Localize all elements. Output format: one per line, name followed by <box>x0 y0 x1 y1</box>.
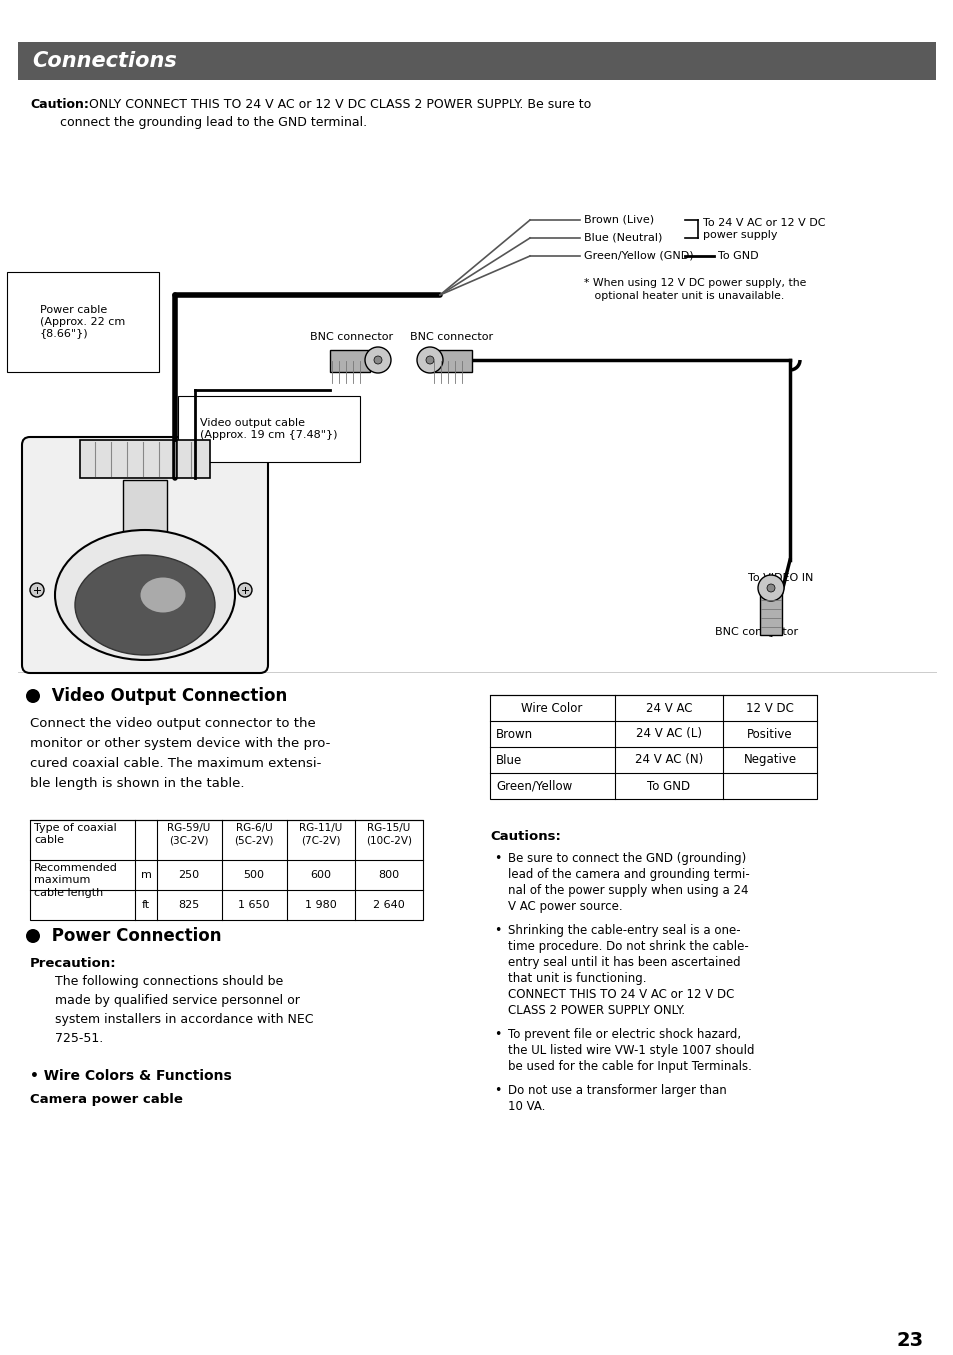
Text: nal of the power supply when using a 24: nal of the power supply when using a 24 <box>507 883 748 897</box>
Circle shape <box>237 583 252 598</box>
Text: system installers in accordance with NEC: system installers in accordance with NEC <box>55 1014 314 1026</box>
Text: 2 640: 2 640 <box>373 900 404 911</box>
Text: 800: 800 <box>378 870 399 879</box>
Bar <box>760 585 781 635</box>
Text: 1 980: 1 980 <box>305 900 336 911</box>
Text: • Wire Colors & Functions: • Wire Colors & Functions <box>30 1069 232 1083</box>
Text: To GND: To GND <box>718 251 758 262</box>
Text: ft: ft <box>142 900 150 911</box>
Ellipse shape <box>55 530 234 660</box>
Text: cured coaxial cable. The maximum extensi-: cured coaxial cable. The maximum extensi… <box>30 757 321 770</box>
Text: Recommended
maximum
cable length: Recommended maximum cable length <box>34 863 118 898</box>
Text: 1 650: 1 650 <box>238 900 270 911</box>
Text: Blue: Blue <box>496 753 521 767</box>
Circle shape <box>374 356 381 364</box>
Text: To GND: To GND <box>647 779 690 793</box>
Text: V AC power source.: V AC power source. <box>507 900 622 913</box>
Text: RG-59/U
(3C-2V): RG-59/U (3C-2V) <box>167 822 211 846</box>
Circle shape <box>26 930 40 943</box>
Text: CLASS 2 POWER SUPPLY ONLY.: CLASS 2 POWER SUPPLY ONLY. <box>507 1004 684 1018</box>
Text: 250: 250 <box>178 870 199 879</box>
Ellipse shape <box>140 577 185 612</box>
Text: BNC connector: BNC connector <box>310 332 394 341</box>
Text: To prevent file or electric shock hazard,: To prevent file or electric shock hazard… <box>507 1028 740 1041</box>
Text: Green/Yellow (GND): Green/Yellow (GND) <box>583 251 693 262</box>
Text: Connect the video output connector to the: Connect the video output connector to th… <box>30 717 315 730</box>
Text: To VIDEO IN: To VIDEO IN <box>747 573 813 583</box>
Circle shape <box>426 356 434 364</box>
Text: 10 VA.: 10 VA. <box>507 1100 545 1112</box>
Text: •: • <box>494 852 501 864</box>
Text: 24 V AC (N): 24 V AC (N) <box>634 753 702 767</box>
Text: 12 V DC: 12 V DC <box>745 702 793 714</box>
Text: Green/Yellow: Green/Yellow <box>496 779 572 793</box>
Text: Cautions:: Cautions: <box>490 831 560 843</box>
Text: Connections: Connections <box>32 51 176 70</box>
Text: Wire Color: Wire Color <box>520 702 582 714</box>
Text: Blue (Neutral): Blue (Neutral) <box>583 233 661 243</box>
Bar <box>123 480 167 535</box>
Text: ble length is shown in the table.: ble length is shown in the table. <box>30 776 244 790</box>
Text: Positive: Positive <box>746 728 792 740</box>
Text: To 24 V AC or 12 V DC
power supply: To 24 V AC or 12 V DC power supply <box>702 218 824 240</box>
Circle shape <box>30 583 44 598</box>
Text: Camera power cable: Camera power cable <box>30 1093 183 1106</box>
Text: Video Output Connection: Video Output Connection <box>46 687 287 705</box>
Text: Caution:: Caution: <box>30 98 89 111</box>
Circle shape <box>365 347 391 373</box>
Text: entry seal until it has been ascertained: entry seal until it has been ascertained <box>507 957 740 969</box>
Text: Brown: Brown <box>496 728 533 740</box>
Text: The following connections should be: The following connections should be <box>55 976 283 988</box>
Bar <box>80 440 210 478</box>
Text: •: • <box>494 924 501 938</box>
Text: RG-11/U
(7C-2V): RG-11/U (7C-2V) <box>299 822 342 846</box>
Text: connect the grounding lead to the GND terminal.: connect the grounding lead to the GND te… <box>60 117 367 129</box>
Bar <box>490 695 816 799</box>
Text: Precaution:: Precaution: <box>30 957 116 970</box>
Text: Type of coaxial
cable: Type of coaxial cable <box>34 822 116 846</box>
Circle shape <box>758 575 783 602</box>
Circle shape <box>26 688 40 703</box>
Text: monitor or other system device with the pro-: monitor or other system device with the … <box>30 737 330 751</box>
Text: Do not use a transformer larger than: Do not use a transformer larger than <box>507 1084 726 1098</box>
Bar <box>330 350 370 373</box>
Bar <box>432 350 472 373</box>
Text: •: • <box>494 1084 501 1098</box>
Text: 825: 825 <box>178 900 199 911</box>
Text: BNC connector: BNC connector <box>714 627 798 637</box>
Text: made by qualified service personnel or: made by qualified service personnel or <box>55 995 299 1007</box>
Text: •: • <box>494 1028 501 1041</box>
Ellipse shape <box>75 556 214 654</box>
Text: the UL listed wire VW-1 style 1007 should: the UL listed wire VW-1 style 1007 shoul… <box>507 1043 754 1057</box>
Text: BNC connector: BNC connector <box>410 332 493 341</box>
Text: 600: 600 <box>310 870 331 879</box>
Bar <box>18 42 935 80</box>
Text: be used for the cable for Input Terminals.: be used for the cable for Input Terminal… <box>507 1060 751 1073</box>
Text: Power cable
(Approx. 22 cm
{8.66"}): Power cable (Approx. 22 cm {8.66"}) <box>40 305 125 339</box>
Text: CONNECT THIS TO 24 V AC or 12 V DC: CONNECT THIS TO 24 V AC or 12 V DC <box>507 988 734 1001</box>
Circle shape <box>766 584 774 592</box>
Text: Brown (Live): Brown (Live) <box>583 215 654 225</box>
Text: time procedure. Do not shrink the cable-: time procedure. Do not shrink the cable- <box>507 940 748 953</box>
Text: 725-51.: 725-51. <box>55 1033 103 1045</box>
Text: * When using 12 V DC power supply, the
   optional heater unit is unavailable.: * When using 12 V DC power supply, the o… <box>583 278 805 301</box>
Text: RG-15/U
(10C-2V): RG-15/U (10C-2V) <box>366 822 412 846</box>
Text: 500: 500 <box>243 870 264 879</box>
Text: 23: 23 <box>896 1331 923 1350</box>
Text: Be sure to connect the GND (grounding): Be sure to connect the GND (grounding) <box>507 852 745 864</box>
FancyBboxPatch shape <box>22 438 268 673</box>
Text: Video output cable
(Approx. 19 cm {7.48"}): Video output cable (Approx. 19 cm {7.48"… <box>200 417 337 439</box>
Text: 24 V AC (L): 24 V AC (L) <box>636 728 701 740</box>
Text: lead of the camera and grounding termi-: lead of the camera and grounding termi- <box>507 869 749 881</box>
Text: 24 V AC: 24 V AC <box>645 702 692 714</box>
Text: Negative: Negative <box>742 753 796 767</box>
Text: that unit is functioning.: that unit is functioning. <box>507 972 646 985</box>
Circle shape <box>416 347 442 373</box>
Bar <box>30 820 422 920</box>
Text: m: m <box>140 870 152 879</box>
Text: Shrinking the cable-entry seal is a one-: Shrinking the cable-entry seal is a one- <box>507 924 740 938</box>
Text: ONLY CONNECT THIS TO 24 V AC or 12 V DC CLASS 2 POWER SUPPLY. Be sure to: ONLY CONNECT THIS TO 24 V AC or 12 V DC … <box>85 98 591 111</box>
Text: RG-6/U
(5C-2V): RG-6/U (5C-2V) <box>234 822 274 846</box>
Text: Power Connection: Power Connection <box>46 927 221 944</box>
